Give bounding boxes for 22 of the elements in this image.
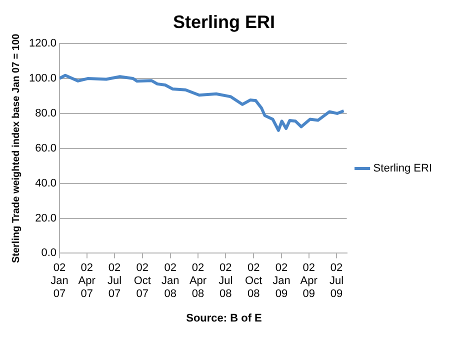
x-tick-label: 02 Jan 08 bbox=[161, 262, 180, 300]
chart-title: Sterling ERI bbox=[172, 12, 276, 32]
x-tick-label: 02 Jan 07 bbox=[50, 262, 68, 300]
x-tick-label: 02 Oct 08 bbox=[245, 262, 262, 300]
y-axis-title: Sterling Trade weighted index base Jan 07 = 100 bbox=[10, 33, 22, 264]
legend-label: Sterling ERI bbox=[373, 162, 432, 175]
y-tick-label: 40.0 bbox=[35, 177, 57, 190]
y-tick-label: 120.0 bbox=[28, 38, 57, 50]
x-tick-label: 02 Jul 07 bbox=[107, 262, 122, 300]
y-tick-label: 100.0 bbox=[28, 72, 57, 85]
x-tick-label: 02 Apr 08 bbox=[189, 262, 207, 300]
source-note: Source: B of E bbox=[186, 312, 262, 324]
x-tick-label: 02 Oct 07 bbox=[134, 262, 151, 300]
x-tick-label: 02 Jul 08 bbox=[218, 262, 233, 300]
y-tick-label: 20.0 bbox=[35, 212, 57, 224]
y-tick-label: 60.0 bbox=[35, 142, 57, 154]
y-tick-label: 80.0 bbox=[35, 108, 57, 120]
x-tick-label: 02 Apr 07 bbox=[78, 262, 96, 300]
y-tick-label: 0.0 bbox=[41, 247, 57, 260]
x-tick-label: 02 Jul 09 bbox=[329, 262, 344, 300]
x-tick-label: 02 Apr 09 bbox=[300, 262, 318, 300]
x-tick-label: 02 Jan 09 bbox=[272, 262, 290, 300]
